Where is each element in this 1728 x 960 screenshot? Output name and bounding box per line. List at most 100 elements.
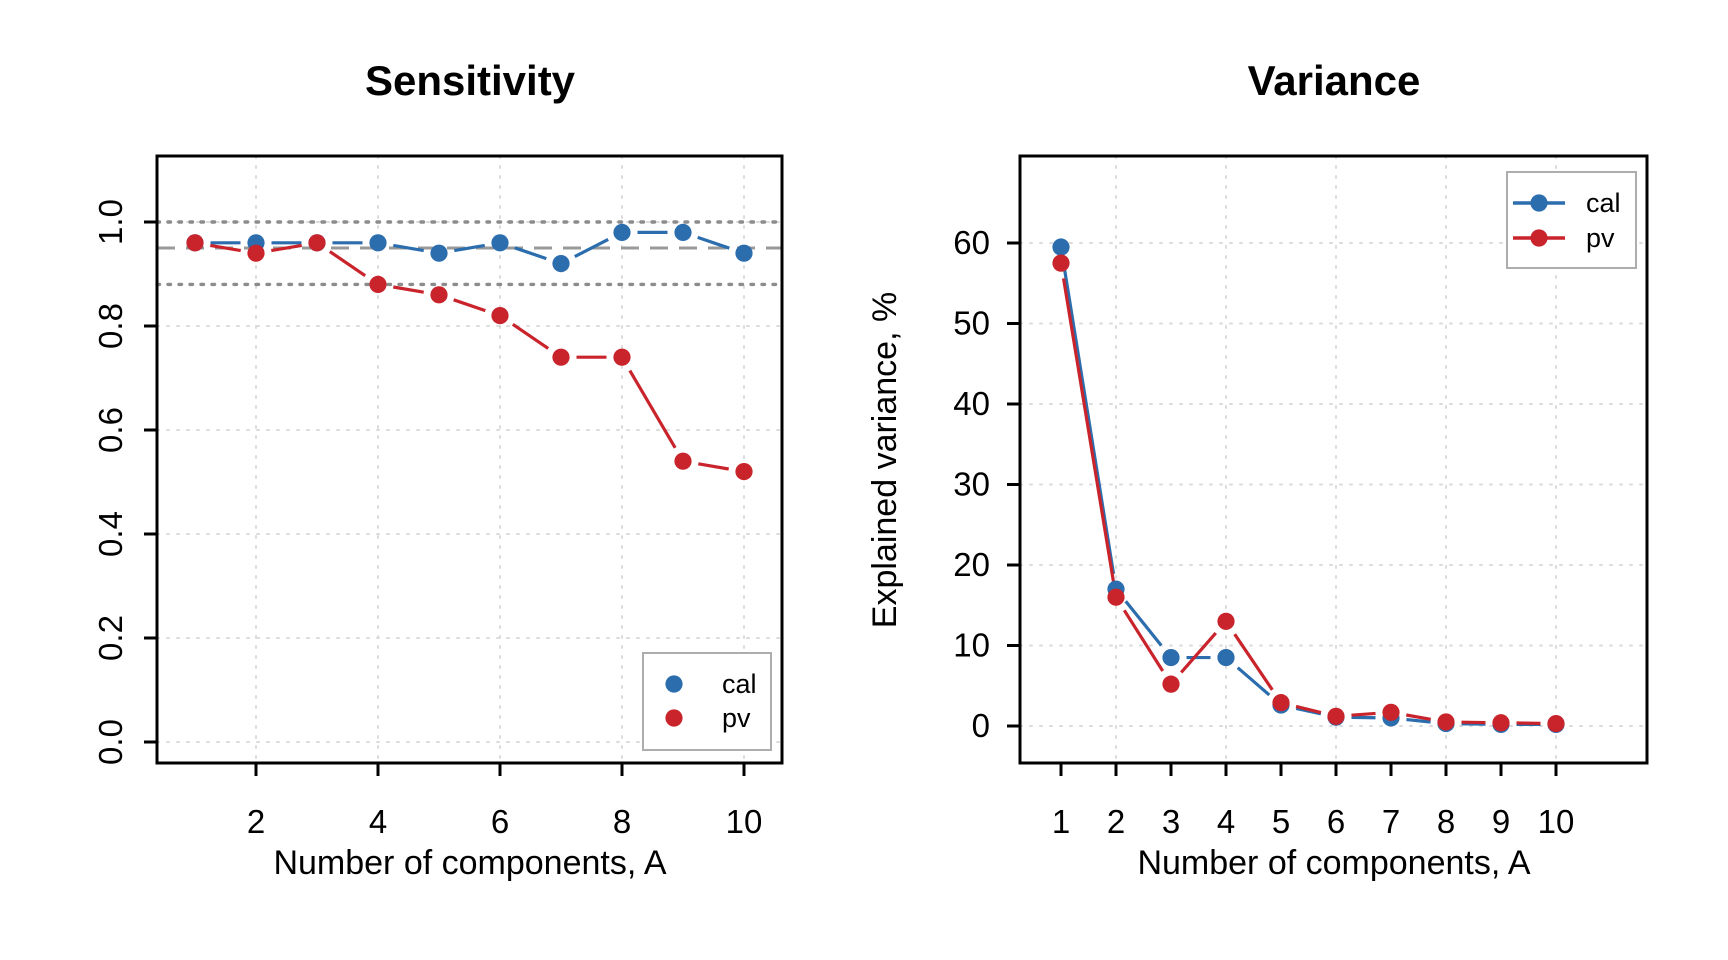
x-tick-label: 10 [726, 803, 763, 840]
variance-title: Variance [1248, 57, 1421, 104]
series-line-cal [393, 243, 424, 253]
legend-box [642, 652, 772, 751]
series-line-cal [454, 243, 485, 253]
data-point-cal [430, 244, 448, 262]
plot-frame [1018, 154, 1649, 765]
sensitivity-panel: 0.0 0.2 0.4 0.6 0.8 1.0 2 4 6 8 10 cal pv Sensitivit… [92, 57, 784, 882]
series-line-cal [1406, 717, 1431, 724]
legend-label-cal: cal [1586, 188, 1621, 218]
variance-y-axis-label: Explained variance, % [866, 292, 904, 628]
legend-marker-pv [1530, 229, 1548, 247]
x-tick-label: 3 [1162, 803, 1180, 840]
data-point-pv [247, 244, 265, 262]
series-line-pv [271, 243, 302, 253]
data-point-pv [308, 234, 326, 252]
series-line-pv [393, 285, 424, 294]
data-point-pv [735, 463, 753, 481]
data-point-cal [369, 234, 387, 252]
series-line-cal [697, 235, 730, 250]
series-line-cal [1236, 666, 1271, 697]
x-tick-label: 2 [247, 803, 265, 840]
y-tick-label: 0.0 [92, 719, 129, 765]
series-line-pv [453, 298, 486, 313]
x-tick-label: 9 [1492, 803, 1510, 840]
series-line-pv [1351, 711, 1376, 717]
series-line-pv [210, 243, 241, 253]
legend-box [1506, 171, 1637, 269]
sensitivity-x-axis-label: Number of components, A [273, 844, 666, 882]
y-tick-label: 0 [972, 707, 990, 744]
legend-label-pv: pv [1586, 223, 1615, 253]
series-line-cal [574, 238, 609, 258]
x-tick-label: 5 [1272, 803, 1290, 840]
series-line-pv [328, 250, 367, 277]
x-tick-label: 2 [1107, 803, 1125, 840]
legend-marker-pv [665, 709, 683, 727]
data-point-pv [1052, 254, 1070, 272]
y-tick-label: 0.4 [92, 511, 129, 557]
data-point-pv [1107, 588, 1125, 606]
y-tick-label: 0.2 [92, 615, 129, 661]
data-point-pv [1272, 694, 1290, 712]
y-tick-label: 0.6 [92, 407, 129, 453]
data-point-cal [1162, 648, 1180, 667]
x-tick-label: 1 [1052, 803, 1070, 840]
y-tick-label: 40 [953, 385, 990, 422]
data-point-pv [369, 275, 387, 293]
variance-panel: 0 10 20 30 40 50 60 1 2 3 4 5 6 7 8 9 10 cal pv Variance N… [866, 57, 1649, 882]
series-line-pv [1061, 278, 1116, 583]
y-tick-label: 50 [953, 305, 990, 342]
series-line-pv [511, 323, 550, 350]
series-line-cal [514, 246, 547, 261]
y-tick-label: 60 [953, 224, 990, 261]
x-tick-label: 7 [1382, 803, 1400, 840]
series-line-pv [1122, 609, 1165, 672]
data-point-pv [552, 348, 570, 366]
legend-label-pv: pv [722, 703, 751, 733]
data-point-cal [552, 255, 570, 273]
y-tick-label: 20 [953, 546, 990, 583]
x-tick-label: 4 [369, 803, 387, 840]
sensitivity-title: Sensitivity [365, 57, 576, 104]
series-line-pv [1295, 704, 1322, 715]
data-point-pv [1327, 707, 1345, 725]
data-point-pv [186, 234, 204, 252]
x-tick-label: 8 [613, 803, 631, 840]
sensitivity-plot-area: 0.0 0.2 0.4 0.6 0.8 1.0 2 4 6 8 10 cal pv [92, 154, 784, 840]
data-point-cal [735, 244, 753, 262]
y-tick-label: 30 [953, 466, 990, 503]
y-tick-label: 1.0 [92, 199, 129, 245]
data-point-pv [1217, 612, 1235, 630]
legend-marker-cal [665, 675, 683, 693]
legend-marker-cal [1530, 194, 1548, 212]
data-point-cal [1052, 238, 1070, 256]
y-tick-label: 10 [953, 627, 990, 664]
data-point-cal [674, 223, 692, 241]
x-tick-label: 10 [1538, 803, 1575, 840]
series-line-pv [1405, 713, 1432, 721]
x-tick-label: 6 [491, 803, 509, 840]
series-line-pv [1233, 633, 1274, 691]
data-point-pv [1162, 675, 1180, 693]
x-tick-label: 4 [1217, 803, 1235, 840]
data-point-cal [1217, 648, 1235, 667]
data-point-pv [491, 307, 509, 325]
series-line-pv [698, 462, 729, 471]
data-point-pv [1382, 703, 1400, 721]
series-line-cal [1124, 600, 1163, 647]
variance-x-axis-label: Number of components, A [1137, 844, 1530, 882]
data-point-pv [1437, 713, 1455, 731]
x-tick-label: 6 [1327, 803, 1345, 840]
data-point-pv [1492, 714, 1510, 732]
data-point-pv [674, 452, 692, 470]
plot-frame [155, 154, 784, 765]
y-tick-label: 0.8 [92, 303, 129, 349]
x-tick-label: 8 [1437, 803, 1455, 840]
data-point-pv [613, 348, 631, 366]
data-point-pv [1547, 714, 1565, 733]
variance-plot-area: 0 10 20 30 40 50 60 1 2 3 4 5 6 7 8 9 10 cal pv [953, 154, 1649, 840]
series-line-pv [1180, 631, 1217, 674]
data-point-cal [491, 234, 509, 252]
legend-label-cal: cal [722, 669, 757, 699]
